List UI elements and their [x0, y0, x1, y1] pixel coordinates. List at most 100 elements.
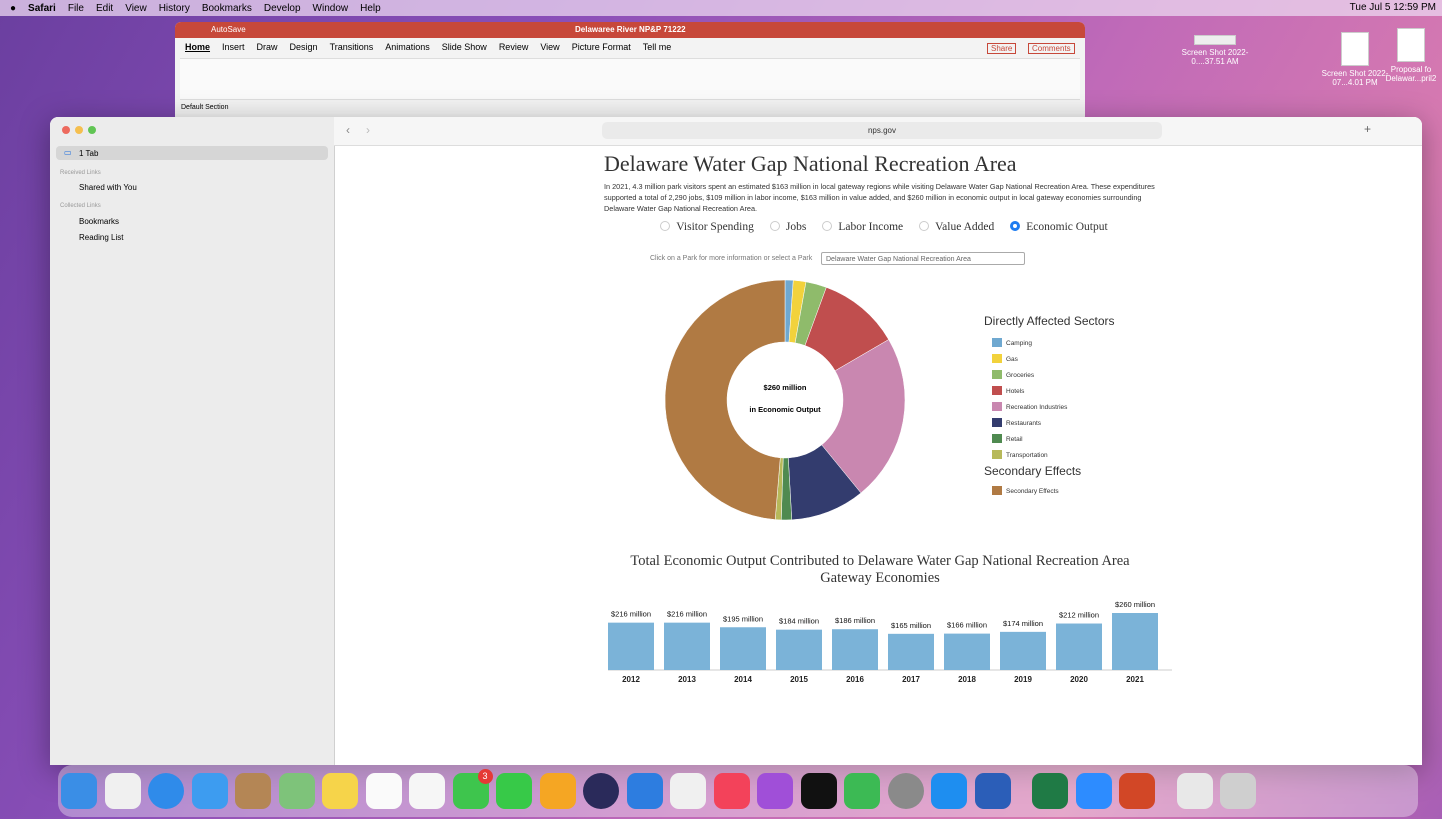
ribbon [180, 58, 1080, 100]
menu-item[interactable]: File [68, 3, 84, 14]
apple-menu[interactable]: ● [10, 3, 16, 14]
document-title: Delawaree River NP&P 71222 [575, 25, 686, 34]
dock-icon[interactable] [235, 773, 271, 809]
ribbon-tab[interactable]: Animations [385, 42, 430, 52]
dock-icon[interactable] [148, 773, 184, 809]
metric-options: Visitor Spending Jobs Labor Income Value Ad… [604, 221, 1164, 233]
bar [664, 623, 710, 670]
bar [608, 623, 654, 670]
dock-icon[interactable] [627, 773, 663, 809]
x-tick-label: 2015 [790, 675, 808, 684]
x-tick-label: 2019 [1014, 675, 1032, 684]
zoom-button[interactable] [88, 126, 96, 134]
radio-button[interactable] [770, 221, 780, 231]
toolbar: ‹ › nps.gov + [334, 117, 1422, 146]
dock-icon[interactable] [192, 773, 228, 809]
select-value: Delaware Water Gap National Recreation A… [826, 256, 971, 263]
menu-item[interactable]: Bookmarks [202, 3, 252, 14]
dock-icon[interactable] [888, 773, 924, 809]
bookmarks-item[interactable]: Bookmarks [79, 217, 119, 226]
dock-icon[interactable] [714, 773, 750, 809]
tabs-item[interactable]: 1 Tab [79, 149, 98, 158]
x-tick-label: 2017 [902, 675, 920, 684]
dock-icon[interactable] [670, 773, 706, 809]
shared-item[interactable]: Shared with You [79, 183, 137, 192]
dock-icon[interactable]: 3 [453, 773, 489, 809]
option-label: Economic Output [1026, 221, 1107, 233]
metric-option[interactable]: Visitor Spending [660, 221, 754, 233]
center-label: $260 million [764, 383, 807, 392]
desktop-file[interactable]: Proposal fo Delawar...pril2 [1380, 28, 1442, 83]
dock-icon[interactable] [801, 773, 837, 809]
dock-icon[interactable] [1119, 773, 1155, 809]
dock-icon[interactable] [496, 773, 532, 809]
metric-option[interactable]: Economic Output [1010, 221, 1107, 233]
share-button[interactable]: Share [987, 43, 1016, 54]
x-tick-label: 2016 [846, 675, 864, 684]
dock-icon[interactable] [322, 773, 358, 809]
menu-item[interactable]: Develop [264, 3, 301, 14]
back-button[interactable]: ‹ [346, 123, 350, 137]
ribbon-tab[interactable]: Transitions [330, 42, 374, 52]
dock-icon[interactable] [1177, 773, 1213, 809]
comments-button[interactable]: Comments [1028, 43, 1075, 54]
dock-icon[interactable] [1220, 773, 1256, 809]
dock-icon[interactable] [540, 773, 576, 809]
park-select[interactable]: Delaware Water Gap National Recreation A… [821, 252, 1025, 265]
menu-item[interactable]: View [125, 3, 147, 14]
ribbon-tab[interactable]: View [540, 42, 559, 52]
bar-value-label: $260 million [1115, 600, 1155, 609]
legend-title: Secondary Effects [984, 464, 1081, 478]
radio-button[interactable] [822, 221, 832, 231]
dock-icon[interactable] [757, 773, 793, 809]
metric-option[interactable]: Jobs [770, 221, 806, 233]
forward-button[interactable]: › [366, 123, 370, 137]
dock-icon[interactable] [105, 773, 141, 809]
desktop-file[interactable]: Screen Shot 2022-0....37.51 AM [1170, 35, 1260, 66]
x-tick-label: 2014 [734, 675, 752, 684]
dock-icon[interactable] [583, 773, 619, 809]
ribbon-tab[interactable]: Slide Show [442, 42, 487, 52]
radio-button[interactable] [660, 221, 670, 231]
close-button[interactable] [62, 126, 70, 134]
new-tab-button[interactable]: + [1364, 122, 1371, 136]
minimize-button[interactable] [75, 126, 83, 134]
dock-icon[interactable] [931, 773, 967, 809]
option-label: Labor Income [838, 221, 903, 233]
file-label: Screen Shot 2022-0....37.51 AM [1182, 48, 1249, 66]
ribbon-tab[interactable]: Draw [257, 42, 278, 52]
radio-button[interactable] [919, 221, 929, 231]
ribbon-tab[interactable]: Insert [222, 42, 245, 52]
page-title: Delaware Water Gap National Recreation A… [604, 151, 1017, 177]
ribbon-tab[interactable]: Tell me [643, 42, 672, 52]
radio-button[interactable] [1010, 221, 1020, 231]
address-bar[interactable]: nps.gov [602, 122, 1162, 139]
ribbon-tab[interactable]: Design [290, 42, 318, 52]
menu-item[interactable]: Edit [96, 3, 113, 14]
center-label: in Economic Output [749, 405, 821, 414]
app-menu[interactable]: Safari [28, 3, 56, 14]
autosave[interactable]: AutoSave [211, 25, 246, 34]
dock-icon[interactable] [1076, 773, 1112, 809]
ribbon-tab[interactable]: Review [499, 42, 529, 52]
menu-item[interactable]: Help [360, 3, 381, 14]
dock-icon[interactable] [1032, 773, 1068, 809]
ribbon-tab[interactable]: Home [185, 42, 210, 52]
ribbon-tab[interactable]: Picture Format [572, 42, 631, 52]
legend-label: Secondary Effects [1006, 488, 1059, 495]
legend-label: Transportation [1006, 452, 1048, 459]
menu-item[interactable]: History [159, 3, 190, 14]
dock-icon[interactable] [366, 773, 402, 809]
menu-item[interactable]: Window [313, 3, 349, 14]
legend-swatch [992, 370, 1002, 379]
x-tick-label: 2020 [1070, 675, 1088, 684]
dock-icon[interactable] [279, 773, 315, 809]
dock-icon[interactable] [61, 773, 97, 809]
dock-icon[interactable] [409, 773, 445, 809]
menu-bar: ● Safari File Edit View History Bookmarks Dev… [0, 0, 1442, 16]
metric-option[interactable]: Value Added [919, 221, 994, 233]
reading-list-item[interactable]: Reading List [79, 233, 123, 242]
dock-icon[interactable] [844, 773, 880, 809]
metric-option[interactable]: Labor Income [822, 221, 903, 233]
dock-icon[interactable] [975, 773, 1011, 809]
